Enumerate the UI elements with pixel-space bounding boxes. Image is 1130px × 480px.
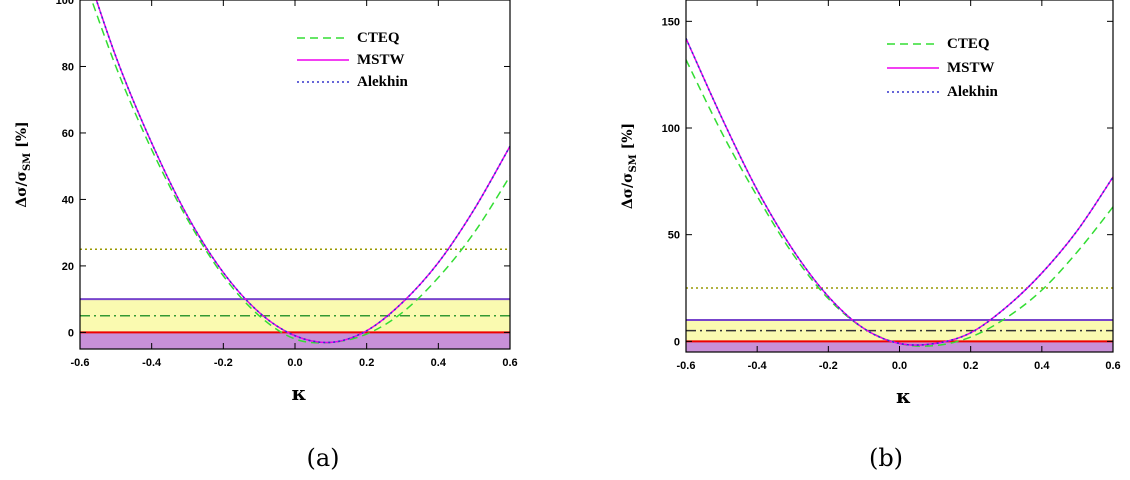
y-tick-label: 60 — [62, 128, 74, 140]
x-axis-label: κ — [292, 381, 307, 405]
y-axis-label-subscript: SM — [22, 153, 33, 171]
legend-label-cteq: CTEQ — [947, 36, 990, 52]
x-tick-label: 0.2 — [359, 357, 374, 369]
y-tick-label: 50 — [668, 230, 680, 242]
panel-caption: (a) — [306, 444, 339, 472]
y-axis-label-main: Δσ/σ — [620, 173, 636, 210]
y-axis-label: Δσ/σSM [%] — [620, 123, 639, 209]
x-tick-label: 0.6 — [1105, 360, 1120, 372]
y-tick-label: 40 — [62, 194, 74, 206]
y-tick-label: 100 — [662, 123, 680, 135]
legend-label-cteq: CTEQ — [357, 30, 400, 46]
x-tick-label: -0.6 — [71, 357, 90, 369]
series-line-alekhin — [95, 0, 510, 344]
x-tick-label: -0.2 — [214, 357, 233, 369]
x-tick-label: -0.2 — [819, 360, 838, 372]
legend-label-mstw: MSTW — [357, 52, 405, 68]
legend-label-alekhin: Alekhin — [357, 74, 409, 90]
x-tick-label: 0.0 — [287, 357, 302, 369]
y-axis-label: Δσ/σSM [%] — [14, 121, 33, 207]
y-axis-label-subscript: SM — [628, 154, 639, 172]
x-axis-label: κ — [896, 384, 911, 408]
chart-panel-b: -0.6 -0.4 -0.2 0.0 0.2 0.4 0.6 0 50 100 150 κ Δσ/σSM… — [620, 0, 1121, 472]
x-tick-label: 0.6 — [502, 357, 517, 369]
x-tick-label: -0.6 — [677, 360, 696, 372]
x-tick-label: 0.4 — [431, 357, 447, 369]
y-tick-label: 20 — [62, 261, 74, 273]
series-line-cteq — [686, 59, 1113, 347]
plot-area — [80, 0, 510, 349]
y-axis-label-unit: [%] — [620, 123, 636, 154]
y-tick-label: 80 — [62, 61, 74, 73]
panel-caption: (b) — [869, 444, 903, 472]
series-line-cteq — [90, 0, 510, 344]
y-axis-label-main: Δσ/σ — [14, 171, 30, 208]
plot-area — [686, 38, 1113, 352]
plot-frame — [79, 0, 511, 350]
legend-label-mstw: MSTW — [947, 60, 995, 76]
x-tick-label: 0.4 — [1034, 360, 1050, 372]
y-tick-label: 100 — [56, 0, 74, 7]
y-tick-label: 0 — [674, 336, 680, 348]
x-tick-label: -0.4 — [142, 357, 162, 369]
y-axis-label-unit: [%] — [14, 121, 30, 152]
series-line-alekhin — [686, 38, 1113, 346]
chart-panel-a: -0.6 -0.4 -0.2 0.0 0.2 0.4 0.6 0 20 40 60 80 100 κ Δσ/… — [14, 0, 518, 472]
x-tick-label: 0.0 — [892, 360, 907, 372]
legend-label-alekhin: Alekhin — [947, 84, 999, 100]
y-tick-label: 150 — [662, 16, 680, 28]
series-line-mstw — [686, 38, 1113, 346]
y-tick-label: 0 — [68, 327, 74, 339]
series-line-mstw — [95, 0, 510, 344]
x-tick-label: -0.4 — [748, 360, 768, 372]
band-0 — [686, 320, 1113, 342]
band-1 — [80, 332, 510, 349]
x-tick-label: 0.2 — [963, 360, 978, 372]
